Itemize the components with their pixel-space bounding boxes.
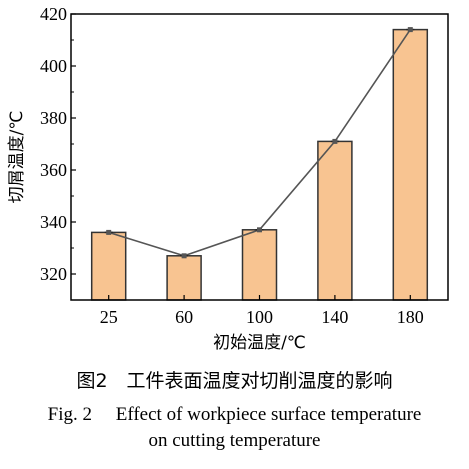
bar-140 xyxy=(317,140,353,301)
y-tick-label-360: 360 xyxy=(40,160,67,180)
y-tick-label-400: 400 xyxy=(40,56,67,76)
data-point-140 xyxy=(332,138,338,144)
y-tick-label-320: 320 xyxy=(40,264,67,284)
y-tick-label-380: 380 xyxy=(40,108,67,128)
data-point-60 xyxy=(181,253,187,259)
x-axis-title: 初始温度/℃ xyxy=(213,333,306,353)
series-line xyxy=(108,29,411,257)
data-point-25 xyxy=(106,229,112,235)
bar-180 xyxy=(392,28,429,301)
y-tick-label-340: 340 xyxy=(40,212,67,232)
x-tick-label-140: 140 xyxy=(321,307,348,327)
x-tick-label-180: 180 xyxy=(397,307,424,327)
bar-100 xyxy=(241,229,278,301)
bar-group xyxy=(90,28,429,301)
x-tick-label-100: 100 xyxy=(246,307,273,327)
figure-caption-english-line1: Fig. 2 Effect of workpiece surface tempe… xyxy=(47,404,422,425)
x-tick-label-60: 60 xyxy=(175,307,193,327)
bar-60 xyxy=(166,255,202,301)
data-point-180 xyxy=(407,27,413,33)
figure-caption-english-line2: on cutting temperature xyxy=(148,430,321,451)
y-axis-title: 切屑温度/℃ xyxy=(7,111,27,204)
y-tick-label-420: 420 xyxy=(40,4,67,24)
y-axis: 320 340 360 380 400 420 xyxy=(40,4,76,301)
line-group xyxy=(104,27,415,259)
x-tick-label-25: 25 xyxy=(100,307,118,327)
bar-25 xyxy=(90,231,127,301)
data-point-100 xyxy=(257,227,262,233)
figure-caption-chinese: 图2 工件表面温度对切削温度的影响 xyxy=(76,370,393,392)
x-axis: 25 60 100 140 180 xyxy=(100,295,424,327)
